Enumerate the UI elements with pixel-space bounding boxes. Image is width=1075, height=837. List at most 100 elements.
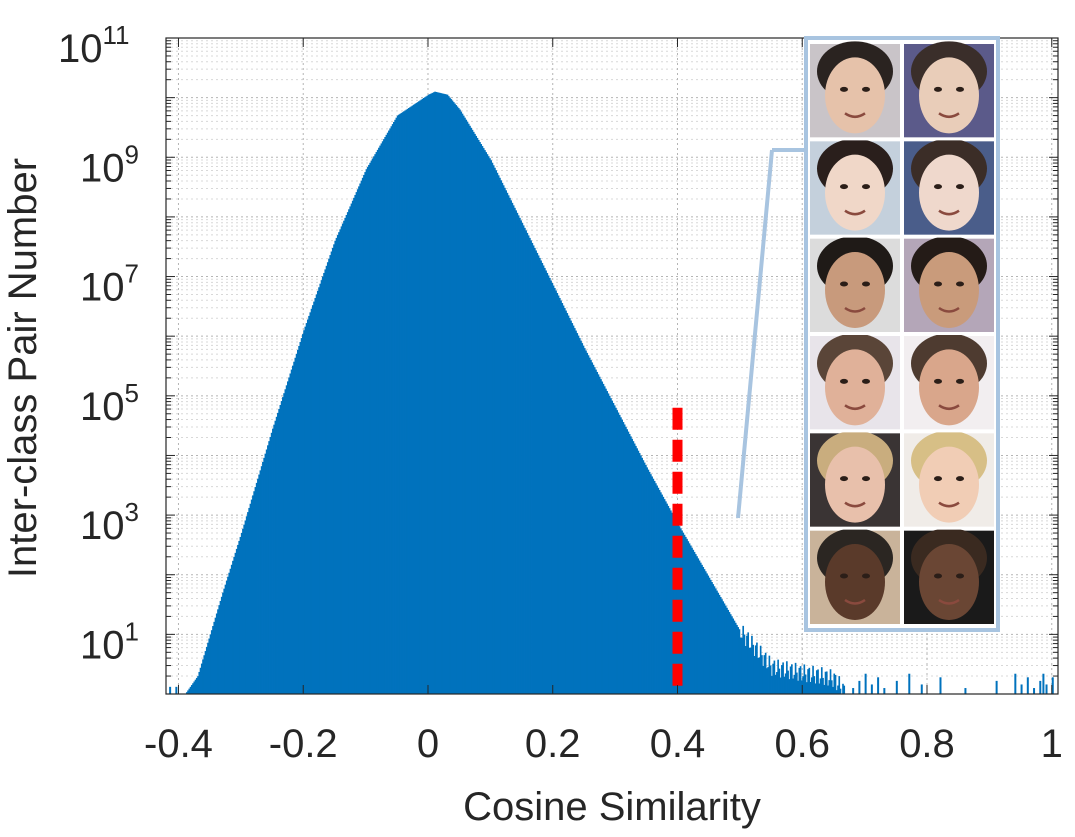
- face-image: [810, 41, 900, 138]
- histogram-bar: [390, 126, 393, 694]
- histogram-bar: [381, 141, 384, 695]
- y-axis-label: Inter-class Pair Number: [1, 158, 45, 578]
- histogram-bar: [623, 424, 626, 694]
- histogram-bar: [525, 230, 527, 694]
- histogram-bar: [699, 562, 702, 694]
- histogram-bar: [298, 345, 300, 694]
- histogram-bar: [544, 267, 546, 694]
- histogram-bar: [491, 162, 494, 694]
- histogram-bar: [314, 298, 317, 694]
- histogram-bar: [205, 646, 208, 694]
- histogram-bar: [590, 360, 592, 694]
- histogram-bar: [687, 541, 690, 694]
- histogram-bar: [562, 305, 565, 694]
- histogram-bar: [209, 634, 212, 694]
- histogram-bar: [555, 290, 557, 694]
- histogram-bar: [515, 210, 517, 694]
- histogram-bar: [709, 579, 712, 694]
- histogram-bar: [691, 547, 693, 694]
- histogram-bar: [766, 668, 768, 694]
- histogram-bar: [807, 669, 809, 694]
- histogram-bar: [704, 571, 707, 694]
- histogram-bar: [597, 374, 600, 694]
- histogram-bar: [608, 395, 611, 694]
- histogram-bar: [667, 505, 670, 694]
- tail-bar: [877, 677, 880, 694]
- histogram-bar: [301, 334, 304, 694]
- histogram-bar: [365, 169, 368, 694]
- histogram-bar: [671, 512, 673, 694]
- histogram-bar: [568, 318, 571, 694]
- tail-bar: [1042, 673, 1045, 694]
- histogram-bar: [225, 580, 228, 694]
- histogram-bar: [756, 642, 758, 694]
- histogram-bar: [698, 560, 701, 694]
- histogram-bar: [666, 503, 668, 694]
- face-mouth: [938, 598, 960, 605]
- histogram-bar: [333, 244, 335, 695]
- histogram-bar: [793, 674, 796, 694]
- histogram-bar: [749, 647, 752, 694]
- histogram-bar: [348, 209, 350, 694]
- histogram-bar: [380, 143, 383, 695]
- histogram-bar: [616, 410, 619, 694]
- tail-bar: [1020, 684, 1023, 694]
- histogram-bar: [436, 92, 439, 694]
- histogram-bar: [414, 103, 416, 694]
- histogram-bar: [660, 492, 662, 694]
- histogram-bar: [701, 564, 703, 694]
- histogram-bar: [441, 93, 444, 695]
- histogram-bar: [247, 512, 249, 694]
- tail-bar: [852, 688, 855, 694]
- histogram-bar: [708, 577, 711, 694]
- histogram-bar: [326, 262, 329, 694]
- tail-bar: [939, 677, 942, 694]
- histogram-bar: [222, 592, 224, 694]
- face-eye: [840, 184, 848, 190]
- face-mouth: [844, 501, 866, 508]
- histogram-bar: [805, 682, 808, 694]
- histogram-bar: [284, 389, 287, 694]
- histogram-bar: [339, 229, 342, 694]
- histogram-bar: [451, 100, 454, 695]
- face-mouth: [844, 306, 866, 313]
- histogram-bar: [808, 667, 811, 694]
- histogram-bar: [321, 276, 324, 694]
- tail-bar: [1045, 684, 1048, 694]
- histogram-bar: [588, 357, 591, 694]
- face-eye: [934, 378, 942, 384]
- histogram-bar: [356, 189, 359, 694]
- histogram-bar: [702, 566, 705, 694]
- histogram-bar: [531, 242, 534, 694]
- histogram-bar: [706, 573, 708, 694]
- histogram-bar: [190, 685, 193, 694]
- histogram-bar: [643, 462, 646, 694]
- y-tick-label: 109: [80, 139, 139, 190]
- histogram-bar: [563, 308, 566, 694]
- histogram-bar: [505, 190, 507, 694]
- histogram-bar: [546, 272, 549, 694]
- histogram-bar: [557, 295, 560, 694]
- histogram-bar: [249, 503, 252, 694]
- histogram-bar: [452, 102, 455, 695]
- histogram-bar: [647, 469, 650, 694]
- histogram-bar: [630, 436, 632, 694]
- histogram-bar: [665, 501, 667, 694]
- histogram-bar: [576, 333, 579, 694]
- face-skin: [919, 446, 979, 523]
- histogram-bar: [636, 448, 638, 694]
- histogram-bar: [663, 499, 666, 694]
- histogram-bar: [517, 215, 520, 694]
- face-image: [810, 528, 900, 624]
- histogram-bar: [485, 152, 488, 695]
- histogram-bar: [410, 106, 413, 695]
- histogram-bar: [460, 111, 463, 695]
- histogram-bar: [496, 172, 499, 694]
- histogram-bar: [509, 197, 511, 695]
- histogram-bar: [774, 674, 777, 694]
- face-mouth: [844, 209, 866, 216]
- histogram-bar: [640, 455, 642, 694]
- histogram-bar: [208, 638, 211, 694]
- histogram-bar: [400, 113, 403, 695]
- histogram-bar: [364, 172, 367, 694]
